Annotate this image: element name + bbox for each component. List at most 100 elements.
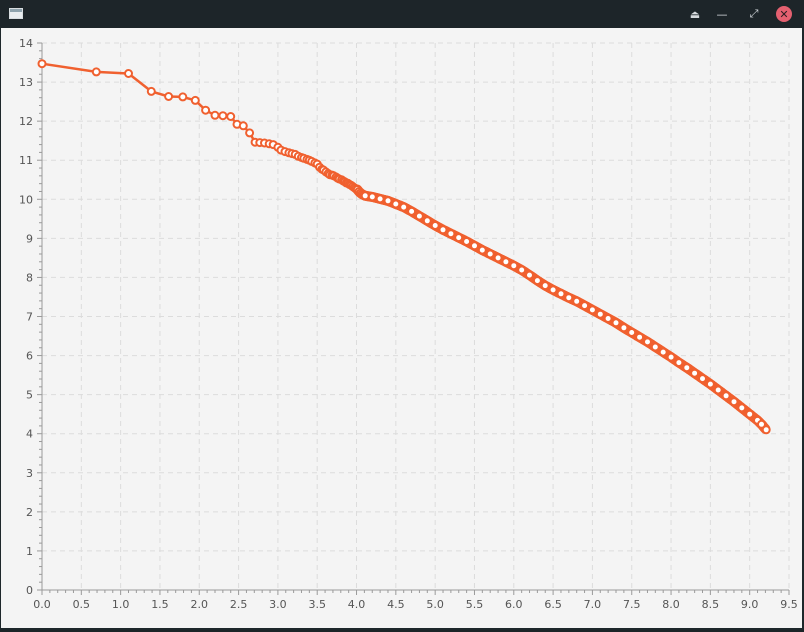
- y-tick-label: 9: [26, 232, 33, 245]
- eject-icon[interactable]: ⏏: [689, 7, 701, 21]
- data-point: [650, 342, 660, 352]
- y-tick-label: 2: [26, 506, 33, 519]
- x-tick-label: 1.5: [151, 598, 169, 611]
- data-point: [164, 92, 174, 101]
- data-point: [477, 245, 487, 255]
- data-point: [532, 276, 542, 286]
- data-point: [509, 261, 519, 271]
- x-tick-label: 3.0: [269, 598, 287, 611]
- x-tick-label: 4.5: [387, 598, 405, 611]
- x-tick-label: 6.0: [505, 598, 523, 611]
- data-point: [391, 199, 401, 209]
- data-point: [146, 86, 156, 96]
- data-point: [548, 285, 558, 295]
- y-tick-label: 5: [26, 389, 33, 402]
- data-point: [124, 69, 133, 78]
- maximize-icon[interactable]: ⤢: [749, 7, 759, 20]
- y-tick-label: 13: [19, 76, 33, 89]
- x-tick-label: 2.0: [191, 598, 209, 611]
- data-point: [245, 128, 255, 138]
- data-point: [595, 309, 605, 319]
- data-point: [238, 121, 248, 131]
- data-point: [210, 110, 220, 120]
- data-point: [414, 211, 424, 221]
- data-point: [611, 318, 621, 328]
- x-tick-label: 9.0: [741, 598, 759, 611]
- data-point: [698, 374, 707, 384]
- data-point: [375, 194, 385, 204]
- x-tick-label: 2.5: [230, 598, 248, 611]
- data-point: [360, 191, 370, 201]
- x-tick-label: 9.5: [780, 598, 798, 611]
- data-point: [430, 221, 440, 230]
- data-point: [454, 233, 464, 243]
- y-tick-label: 6: [26, 350, 33, 363]
- y-tick-label: 11: [19, 154, 33, 167]
- data-point: [556, 289, 566, 299]
- line-chart: 0.0 0.5 1.0 1.5 2.0 2.5 3.0 3.5 4.0 4.5 5.0 5.5 6.0 6…: [19, 37, 798, 611]
- data-point: [399, 202, 409, 212]
- data-point: [438, 225, 448, 235]
- x-tick-label: 8.5: [702, 598, 720, 611]
- y-tick-label: 1: [26, 545, 33, 558]
- data-point: [757, 419, 766, 429]
- data-point: [587, 305, 597, 315]
- data-point: [721, 391, 731, 401]
- data-point: [658, 347, 668, 357]
- x-tick-label: 7.0: [584, 598, 602, 611]
- data-point: [564, 293, 574, 303]
- data-point: [674, 358, 684, 368]
- data-point: [407, 206, 417, 216]
- data-point: [226, 112, 236, 121]
- data-point: [470, 241, 479, 251]
- data-point: [190, 95, 200, 105]
- data-point: [218, 111, 228, 121]
- data-point: [705, 379, 715, 389]
- data-point: [635, 332, 645, 342]
- data-point: [201, 105, 211, 115]
- data-point: [501, 257, 511, 267]
- data-point: [619, 323, 629, 333]
- data-point: [627, 328, 637, 337]
- data-point: [666, 352, 676, 362]
- y-tick-label: 12: [19, 115, 33, 128]
- x-tick-label: 5.0: [426, 598, 444, 611]
- close-icon[interactable]: ✕: [776, 6, 792, 22]
- data-point: [729, 397, 739, 407]
- x-tick-label: 8.0: [662, 598, 680, 611]
- data-point: [761, 425, 771, 435]
- y-tick-label: 7: [26, 311, 33, 324]
- y-tick-label: 10: [19, 193, 33, 206]
- data-point: [540, 281, 550, 291]
- data-point: [517, 265, 527, 275]
- x-tick-label: 0.0: [33, 598, 51, 611]
- minimize-icon[interactable]: —: [716, 7, 728, 21]
- x-tick-label: 0.5: [73, 598, 91, 611]
- x-tick-label: 1.0: [112, 598, 130, 611]
- data-point: [37, 59, 47, 69]
- data-point: [572, 296, 582, 306]
- window-app-icon: [9, 8, 23, 19]
- data-point: [91, 67, 101, 77]
- data-point: [713, 385, 723, 395]
- y-tick-label: 8: [26, 271, 33, 284]
- data-point: [422, 216, 432, 226]
- data-point: [383, 196, 393, 206]
- y-tick-label: 14: [19, 37, 33, 50]
- x-tick-label: 7.5: [623, 598, 641, 611]
- data-point: [493, 253, 503, 263]
- data-point: [682, 363, 692, 373]
- data-point: [643, 337, 652, 347]
- data-point: [525, 270, 534, 280]
- data-point: [745, 409, 755, 419]
- data-point: [178, 92, 188, 102]
- data-point: [485, 249, 495, 259]
- y-tick-label: 0: [26, 584, 33, 597]
- data-point: [690, 368, 700, 378]
- data-point: [446, 229, 456, 239]
- series-line: [41, 62, 768, 431]
- x-tick-label: 3.5: [308, 598, 326, 611]
- x-tick-label: 5.5: [466, 598, 484, 611]
- x-tick-label: 4.0: [348, 598, 366, 611]
